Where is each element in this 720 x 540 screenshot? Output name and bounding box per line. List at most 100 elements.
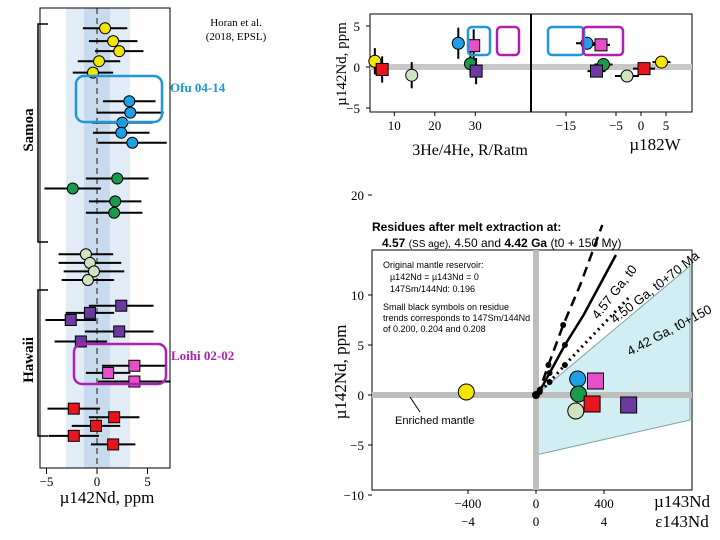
left-point <box>113 325 126 338</box>
top-y-tick-label: −5 <box>346 101 360 116</box>
left-x-tick-label: 0 <box>94 474 101 489</box>
mantle-note-2: µ142Nd = µ143Nd = 0 <box>390 272 479 282</box>
left-data-points <box>44 22 171 451</box>
bottom-point <box>570 385 587 403</box>
bottom-panel: Residues after melt extraction at: 4.57 … <box>331 188 714 531</box>
left-point <box>107 438 120 451</box>
left-point <box>99 22 112 35</box>
left-point <box>123 95 136 108</box>
left-point <box>89 419 102 432</box>
mantle-note-3: 147Sm/144Nd: 0.196 <box>390 284 475 294</box>
loihi-label: Loihi 02-02 <box>171 348 234 363</box>
w-x-tick-label: −15 <box>556 118 576 133</box>
bottom-x-tick-label-eps: 0 <box>533 514 540 529</box>
mantle-note-1: Original mantle reservoir: <box>383 260 484 270</box>
bottom-ylabel: µ142Nd, ppm <box>331 325 350 420</box>
he-cyan-box <box>466 25 492 57</box>
residue-trend-marker <box>561 362 568 368</box>
bottom-y-tick-label: −10 <box>344 488 364 503</box>
he-x-tick-label: 20 <box>428 118 441 133</box>
he-x-tick-label: 10 <box>388 118 401 133</box>
hawaii-label: Hawaii <box>21 337 37 383</box>
residue-trend-marker <box>560 322 567 328</box>
w-x-ticks: −15 −5 0 5 <box>556 112 669 133</box>
bottom-y-tick-label: −5 <box>350 438 364 453</box>
ofu-highlight-box <box>74 74 164 124</box>
top-y-ticks: 5 0 −5 <box>346 19 370 116</box>
left-x-ticks: −5 0 5 <box>40 468 151 489</box>
left-point <box>115 126 128 139</box>
left-point <box>126 136 139 149</box>
ofu-label: Ofu 04-14 <box>170 80 226 95</box>
residue-trend-marker <box>545 362 552 368</box>
left-point <box>74 335 87 348</box>
bottom-xlabel-eps: ε143Nd <box>655 512 709 531</box>
w-xlabel: µ182W <box>629 135 681 154</box>
w-point <box>655 55 668 69</box>
he-x-ticks: 10 20 30 <box>388 112 482 133</box>
age-450: 4.50 <box>454 236 478 250</box>
left-point <box>67 429 80 442</box>
hawaii-bracket <box>37 289 48 437</box>
enriched-mantle-pointer <box>409 396 421 413</box>
bottom-x-tick-label-mu: −400 <box>455 496 482 511</box>
residue-trend-marker <box>546 370 553 376</box>
bottom-x-tick-label-eps: 4 <box>601 514 608 529</box>
left-xlabel: µ142Nd, ppm <box>60 488 155 507</box>
bottom-x-tick-label-mu: 400 <box>594 496 614 511</box>
bottom-x-tick-label-mu: 0 <box>533 496 540 511</box>
w-point <box>637 62 651 76</box>
samoa-bracket <box>37 23 48 243</box>
bottom-point <box>567 402 585 420</box>
bottom-y-tick-label: 20 <box>351 188 364 203</box>
origin-reservoir-marker <box>532 391 540 399</box>
bottom-xlabel-mu: µ143Nd <box>654 492 711 511</box>
left-point <box>109 195 122 208</box>
left-point <box>83 306 96 319</box>
w-point <box>620 69 634 83</box>
he-x-tick-label: 30 <box>469 118 482 133</box>
he-point <box>469 64 483 78</box>
symbol-note-2: trends corresponds to 147Sm/144Nd <box>383 313 530 323</box>
he-point <box>467 39 481 53</box>
left-point <box>124 106 137 119</box>
w-x-tick-label: −5 <box>609 118 623 133</box>
bottom-data-points <box>457 370 638 420</box>
residue-trend-marker <box>546 379 553 385</box>
horan-reference: Horan et al. (2018, EPSL) <box>205 17 267 43</box>
bottom-point <box>569 370 587 388</box>
age-and: and <box>481 236 501 250</box>
left-x-tick-label: 5 <box>144 474 151 489</box>
left-point <box>66 182 79 195</box>
left-point <box>115 299 128 312</box>
top-y-tick-label: 0 <box>354 60 361 75</box>
residue-trend-lines <box>532 224 633 399</box>
age-t0-note: (t0 + 150 My) <box>550 236 621 250</box>
bottom-y-tick-label: 5 <box>358 338 365 353</box>
symbol-note-1: Small black symbols on residue <box>383 302 509 312</box>
w-point <box>590 64 603 78</box>
left-point <box>87 265 100 278</box>
enriched-mantle-label: Enriched mantle <box>395 415 475 427</box>
left-point <box>93 55 106 68</box>
left-point <box>108 411 121 424</box>
top-panels: 5 0 −5 µ142Nd, ppm 10 20 30 −15 −5 0 5 3He/4He,… <box>334 13 693 159</box>
he-xlabel: 3He/4He, R/Ratm <box>412 142 528 159</box>
he-magenta-box <box>495 25 521 57</box>
residue-trend <box>535 293 633 397</box>
samoa-label: Samoa <box>21 108 37 152</box>
bottom-point <box>457 383 475 401</box>
w-point <box>594 38 608 52</box>
loihi-highlight-box <box>72 342 168 386</box>
bottom-subtitle: 4.57 (SS age), 4.50 and 4.42 Ga (t0 + 15… <box>382 236 621 250</box>
w-magenta-box <box>581 25 625 57</box>
bottom-y-tick-label: 0 <box>358 388 365 403</box>
he-point <box>405 68 419 82</box>
left-panel: −5 0 5 µ142Nd, ppm Samoa Hawaii Ofu 04-14 … <box>21 7 267 507</box>
he-data-points <box>368 27 483 89</box>
left-point <box>128 359 141 372</box>
w-x-tick-label: 5 <box>663 118 670 133</box>
top-ylabel: µ142Nd, ppm <box>334 22 350 106</box>
